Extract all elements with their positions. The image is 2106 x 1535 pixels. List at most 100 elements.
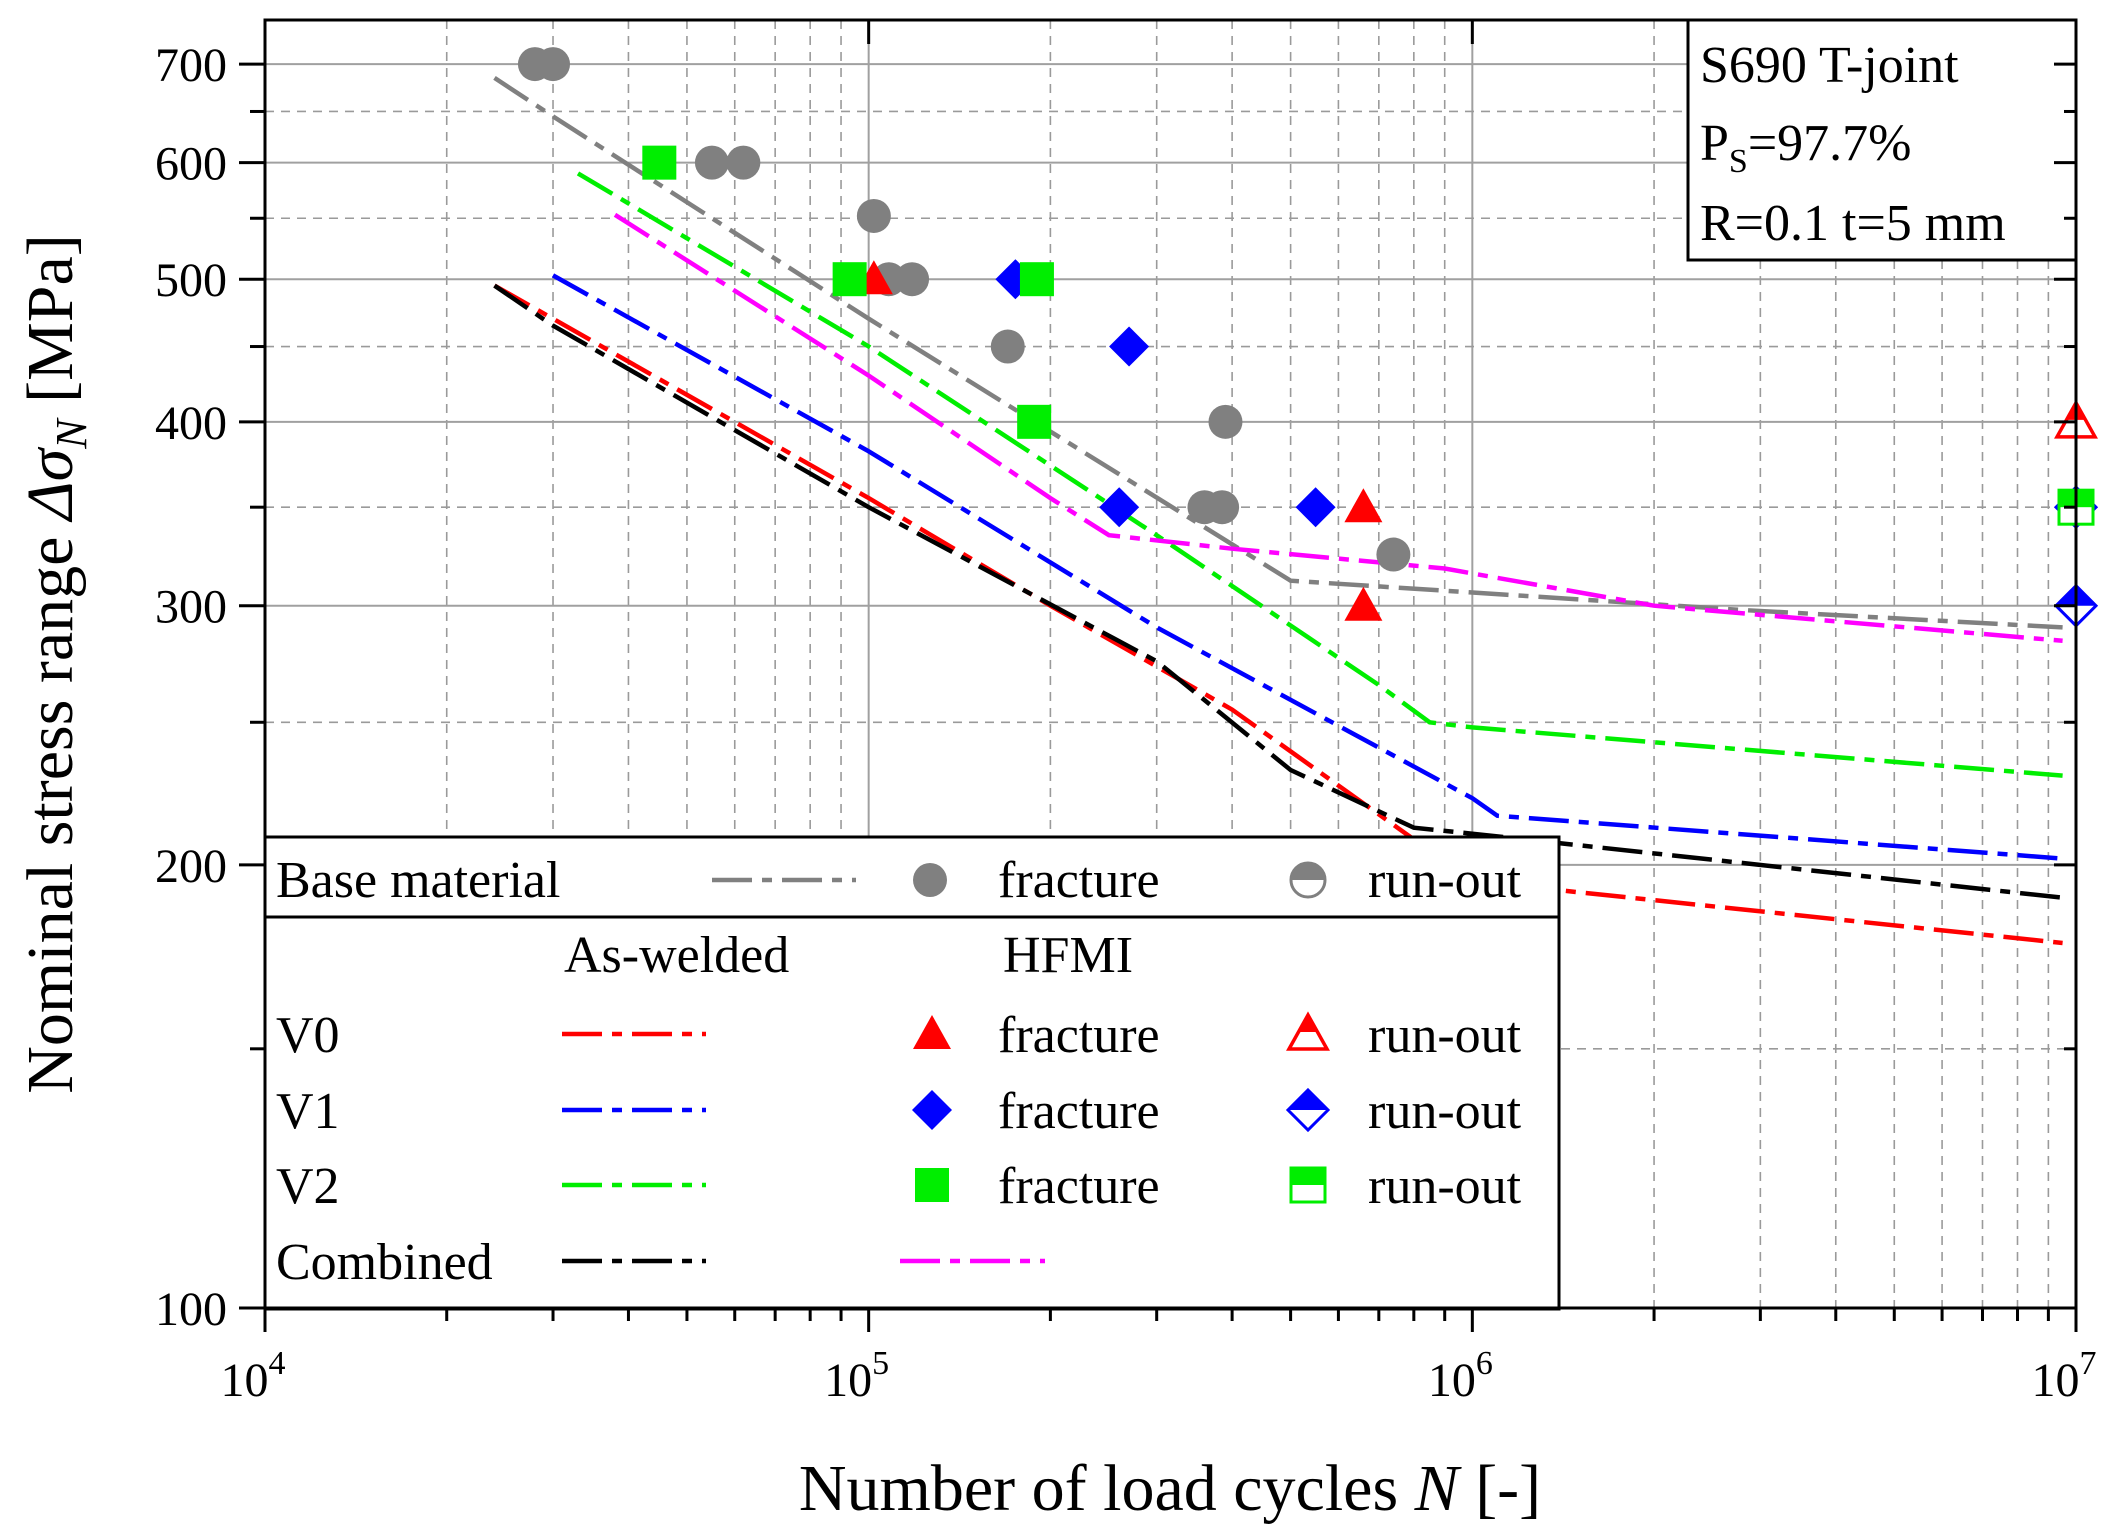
legend-base-runout: run-out [1368,852,1522,909]
x-tick-exp: 4 [269,1345,286,1382]
marker-triangle [913,1015,951,1049]
x-axis-title-unit: [-] [1475,1452,1541,1525]
point-v2-hfmi-fracture [1017,404,1052,439]
legend-hfmi-header: HFMI [1003,927,1133,984]
y-tick-label: 400 [155,397,227,450]
point-v2-hfmi-fracture [1019,262,1054,297]
legend: Base material fracture run-out As-welded… [263,835,1561,1311]
legend-marker-base-fracture [913,863,947,897]
legend-v1-runout: run-out [1368,1083,1522,1140]
legend-marker-v2-fracture [915,1168,949,1202]
axis-ticks [239,20,2078,1332]
y-tick-label: 300 [155,581,227,634]
point-v0-hfmi-fracture [1344,488,1383,523]
x-tick-base: 10 [1428,1354,1476,1407]
legend-combined: Combined [276,1234,493,1291]
info-ps-prefix: P [1700,115,1729,172]
y-axis-title-unit: [MPa] [14,234,87,403]
x-tick-label: 107 [2032,1345,2097,1407]
x-tick-base: 10 [2032,1354,2080,1407]
info-line-2: PS=97.7% [1700,115,1912,180]
info-ps-sub: S [1729,143,1748,180]
legend-marker-v1-runout [1285,1087,1331,1133]
point-v1-hfmi-fracture [1099,487,1140,528]
point-v1-hfmi-fracture [1109,326,1150,367]
legend-v1: V1 [276,1083,340,1140]
y-tick-label: 700 [155,39,227,92]
y-tick-label: 600 [155,138,227,191]
point-v2-hfmi-fracture [642,145,677,180]
x-axis-title-var: N [1414,1452,1463,1525]
y-axis-title-sub: N [47,417,96,450]
point-base-material-fracture [694,145,729,180]
point-v2-hfmi-fracture [832,262,867,297]
legend-base-fracture: fracture [998,852,1160,909]
line-combined-as-welded [493,283,2063,900]
legend-v1-fracture: fracture [998,1083,1160,1140]
marker-diamond-fill [1288,1090,1328,1110]
legend-as-welded-header: As-welded [564,927,789,984]
line-combined-hfmi [613,212,2063,644]
legend-swatches [562,861,1331,1264]
legend-marker-v1-fracture [912,1090,952,1130]
info-box-frame [1686,18,2078,262]
point-base-material-fracture [1208,404,1243,439]
x-tick-exp: 6 [1476,1345,1493,1382]
marker-square [915,1168,949,1202]
series-lines [493,76,2063,946]
info-box: S690 T-joint PS=97.7% R=0.1 t=5 mm [1686,18,2078,262]
y-axis-title-text: Nominal stress range [14,537,87,1094]
point-base-material-fracture [990,329,1025,364]
marker-diamond [912,1090,952,1130]
plot-frame [263,18,2078,1310]
legend-v0-runout: run-out [1368,1007,1522,1064]
point-base-material-fracture [1205,490,1240,525]
marker-triangle [1344,586,1383,621]
marker-diamond [1295,487,1336,528]
legend-v2-fracture: fracture [998,1158,1160,1215]
y-tick-label: 200 [155,840,227,893]
x-tick-label: 104 [221,1345,286,1407]
line-v1-as-welded [551,273,2063,861]
point-base-material-fracture [726,145,761,180]
legend-marker-base-runout [1289,861,1327,899]
marker-diamond [1099,487,1140,528]
y-tick-label: 100 [155,1283,227,1336]
point-base-material-fracture [536,47,571,82]
marker-half-fill [1291,863,1325,880]
point-base-material-fracture [1376,537,1411,572]
line-v2-as-welded [576,171,2063,778]
line-base-material [493,76,2063,630]
x-tick-label: 105 [824,1345,889,1407]
y-axis-title: Nominal stress range ΔσN [MPa] [14,234,96,1094]
y-tick-label: 500 [155,254,227,307]
marker-triangle-fill [1298,1015,1318,1032]
legend-v2: V2 [276,1158,340,1215]
x-axis-title: Number of load cycles N [-] [799,1452,1541,1525]
legend-marker-v0-runout [1286,1011,1330,1051]
x-tick-base: 10 [824,1354,872,1407]
point-v0-hfmi-fracture [1344,586,1383,621]
x-axis-title-text: Number of load cycles [799,1452,1398,1525]
legend-v2-runout: run-out [1368,1158,1522,1215]
y-axis-title-var: Δσ [14,446,87,523]
point-v1-hfmi-fracture [1295,487,1336,528]
marker-square [642,145,677,180]
legend-v0: V0 [276,1007,340,1064]
info-line-3: R=0.1 t=5 mm [1700,195,2006,252]
marker-square [832,262,867,297]
point-base-material-fracture [895,262,930,297]
x-tick-exp: 5 [872,1345,889,1382]
x-tick-exp: 7 [2080,1345,2097,1382]
legend-v0-fracture: fracture [998,1007,1160,1064]
marker-triangle [1344,488,1383,523]
point-base-material-fracture [856,198,891,233]
marker-square [1019,262,1054,297]
x-tick-label: 106 [1428,1345,1493,1407]
legend-marker-v2-runout [1289,1166,1327,1204]
marker-square [1017,404,1052,439]
legend-marker-v0-fracture [913,1015,951,1049]
x-tick-base: 10 [221,1354,269,1407]
